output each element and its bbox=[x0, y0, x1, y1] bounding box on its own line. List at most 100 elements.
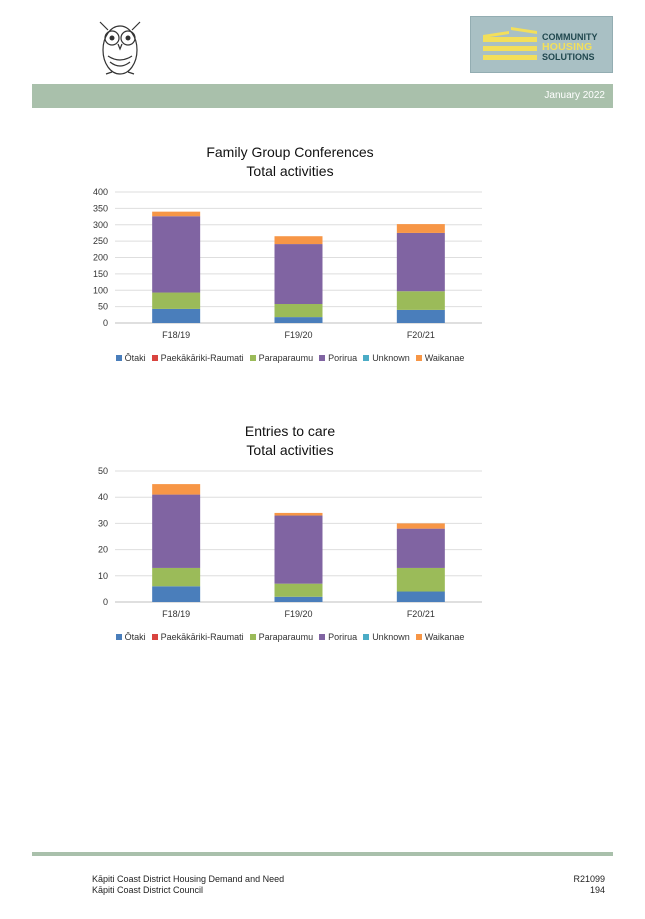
y-tick-label: 50 bbox=[98, 302, 108, 312]
bar-segment bbox=[274, 317, 323, 323]
bar-segment bbox=[396, 591, 445, 602]
footer-page-number: 194 bbox=[589, 885, 605, 895]
legend-swatch bbox=[319, 355, 326, 361]
footer-rule bbox=[32, 852, 613, 856]
legend-label: Paekākāriki-Raumati bbox=[160, 632, 244, 642]
y-tick-label: 300 bbox=[93, 220, 108, 230]
logo-line-1: COMMUNITY bbox=[542, 32, 598, 42]
bar-segment bbox=[152, 494, 201, 568]
legend-swatch bbox=[363, 355, 370, 361]
y-tick-label: 30 bbox=[98, 518, 108, 528]
chart-title-line-1: Family Group Conferences bbox=[206, 144, 374, 160]
bar-segment bbox=[152, 292, 201, 309]
owl-logo bbox=[92, 16, 148, 78]
bar-segment bbox=[396, 232, 445, 292]
footer-report-title: Kāpiti Coast District Housing Demand and… bbox=[92, 874, 285, 884]
legend-label: Unknown bbox=[372, 632, 410, 642]
y-tick-label: 200 bbox=[93, 253, 108, 263]
footer-report-code: R21099 bbox=[573, 874, 605, 884]
y-tick-label: 10 bbox=[98, 571, 108, 581]
legend-item: Waikanae bbox=[415, 632, 465, 642]
x-tick-label: F19/20 bbox=[284, 609, 312, 619]
logo-bars-icon bbox=[483, 27, 537, 60]
bar-segment bbox=[396, 528, 445, 568]
legend-item: Porirua bbox=[319, 353, 357, 363]
bar-segment bbox=[152, 567, 201, 587]
legend-swatch bbox=[151, 355, 158, 361]
legend-swatch bbox=[415, 634, 422, 640]
bar-segment bbox=[274, 244, 323, 305]
y-tick-label: 400 bbox=[93, 187, 108, 197]
x-tick-label: F19/20 bbox=[284, 330, 312, 340]
legend-item: Porirua bbox=[319, 632, 357, 642]
legend-swatch bbox=[151, 634, 158, 640]
legend-label: Paraparaumu bbox=[258, 353, 314, 363]
bar-segment bbox=[274, 583, 323, 597]
legend-item: Paraparaumu bbox=[249, 353, 314, 363]
legend-label: Porirua bbox=[328, 353, 358, 363]
footer-council: Kāpiti Coast District Council bbox=[92, 885, 204, 895]
legend-label: Paraparaumu bbox=[258, 632, 314, 642]
bar-segment bbox=[274, 236, 323, 245]
bar-segment bbox=[152, 216, 201, 293]
chart-title: Family Group Conferences Total activitie… bbox=[60, 143, 520, 181]
chart-legend: Ōtaki Paekākāriki-Raumati Paraparaumu Porir… bbox=[60, 353, 520, 363]
bar-segment bbox=[274, 515, 323, 584]
logo-line-3: SOLUTIONS bbox=[542, 52, 595, 62]
y-tick-label: 100 bbox=[93, 285, 108, 295]
bar-segment bbox=[274, 512, 323, 516]
x-tick-label: F20/21 bbox=[407, 609, 435, 619]
legend-label: Porirua bbox=[328, 632, 358, 642]
family-group-conferences-chart: Family Group Conferences Total activitie… bbox=[60, 143, 520, 383]
y-tick-label: 250 bbox=[93, 236, 108, 246]
footer-left: Kāpiti Coast District Housing Demand and… bbox=[92, 874, 284, 896]
legend-label: Waikanae bbox=[424, 353, 465, 363]
y-tick-label: 50 bbox=[98, 466, 108, 476]
legend-swatch bbox=[363, 634, 370, 640]
chart-plot: 0 10 20 30 40 50 F18/19 F19/20 F20/21 bbox=[98, 466, 482, 619]
header-band: January 2022 bbox=[32, 84, 613, 108]
bar-segment bbox=[152, 484, 201, 495]
legend-label: Paekākāriki-Raumati bbox=[160, 353, 244, 363]
bar-segment bbox=[396, 309, 445, 323]
bar-segment bbox=[152, 308, 201, 323]
chart-title-line-2: Total activities bbox=[246, 442, 334, 458]
legend-swatch bbox=[319, 634, 326, 640]
legend-label: Waikanae bbox=[424, 632, 465, 642]
legend-swatch bbox=[115, 355, 122, 361]
legend-item: Unknown bbox=[363, 632, 410, 642]
bar-segment bbox=[396, 523, 445, 529]
legend-item: Paekākāriki-Raumati bbox=[151, 632, 244, 642]
bar-segment bbox=[152, 586, 201, 602]
legend-swatch bbox=[415, 355, 422, 361]
header-date: January 2022 bbox=[544, 90, 605, 101]
x-tick-label: F18/19 bbox=[162, 330, 190, 340]
legend-item: Ōtaki bbox=[115, 632, 146, 642]
legend-label: Ōtaki bbox=[124, 632, 146, 642]
bar-segment bbox=[396, 224, 445, 233]
chart-title-line-1: Entries to care bbox=[244, 423, 336, 439]
legend-item: Unknown bbox=[363, 353, 410, 363]
legend-item: Ōtaki bbox=[115, 353, 146, 363]
legend-item: Paraparaumu bbox=[249, 632, 314, 642]
bar-segment bbox=[274, 596, 323, 602]
legend-item: Waikanae bbox=[415, 353, 465, 363]
bar-segment bbox=[396, 567, 445, 592]
legend-swatch bbox=[115, 634, 122, 640]
x-tick-label: F20/21 bbox=[407, 330, 435, 340]
legend-item: Paekākāriki-Raumati bbox=[151, 353, 244, 363]
chart-plot: 0 50 100 150 200 250 300 350 400 F18/19 F19/20 F20/… bbox=[93, 187, 482, 340]
legend-label: Unknown bbox=[372, 353, 410, 363]
footer-right: R21099 194 bbox=[573, 874, 605, 896]
bar-segment bbox=[152, 211, 201, 217]
bar-segment bbox=[274, 304, 323, 318]
entries-to-care-chart: Entries to care Total activities 0 10 20 30… bbox=[60, 422, 520, 662]
x-tick-label: F18/19 bbox=[162, 609, 190, 619]
chart-title: Entries to care Total activities bbox=[60, 422, 520, 460]
y-tick-label: 0 bbox=[103, 318, 108, 328]
y-tick-label: 20 bbox=[98, 545, 108, 555]
y-tick-label: 150 bbox=[93, 269, 108, 279]
community-housing-logo: COMMUNITY HOUSING SOLUTIONS bbox=[470, 16, 613, 73]
y-tick-label: 350 bbox=[93, 203, 108, 213]
y-tick-label: 0 bbox=[103, 597, 108, 607]
